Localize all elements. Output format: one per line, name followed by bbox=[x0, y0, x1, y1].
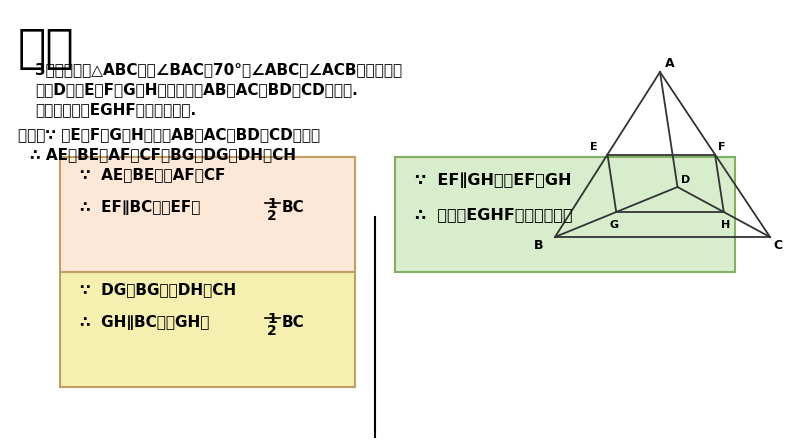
Text: 作业: 作业 bbox=[18, 27, 75, 72]
Bar bbox=[60, 157, 355, 272]
Text: A: A bbox=[665, 57, 675, 70]
Text: 交于D点，E、F、G、H分别是线段AB、AC、BD、CD的中点.: 交于D点，E、F、G、H分别是线段AB、AC、BD、CD的中点. bbox=[35, 82, 358, 97]
Text: B: B bbox=[534, 239, 543, 252]
Text: ∵  AE＝BE　　AF＝CF: ∵ AE＝BE AF＝CF bbox=[80, 167, 225, 182]
Text: E: E bbox=[590, 143, 598, 152]
Text: 证明：∵ 点E、F、G、H分别是AB、AC、BD、CD的中点: 证明：∵ 点E、F、G、H分别是AB、AC、BD、CD的中点 bbox=[18, 127, 320, 142]
Text: ∴  EF∥BC　　EF＝: ∴ EF∥BC EF＝ bbox=[80, 200, 200, 215]
Text: 1: 1 bbox=[267, 197, 277, 211]
Text: BC: BC bbox=[282, 315, 305, 330]
Text: 2: 2 bbox=[267, 324, 277, 338]
Text: ∴  GH∥BC　　GH＝: ∴ GH∥BC GH＝ bbox=[80, 315, 210, 330]
Text: F: F bbox=[718, 143, 726, 152]
Bar bbox=[395, 157, 735, 272]
Text: ∵  DG＝BG　　DH＝CH: ∵ DG＝BG DH＝CH bbox=[80, 282, 236, 297]
Text: 2: 2 bbox=[267, 209, 277, 223]
Text: 求证：四边形EGHF为平行四边形.: 求证：四边形EGHF为平行四边形. bbox=[35, 102, 196, 117]
Text: G: G bbox=[610, 220, 619, 230]
Text: ∵  EF∥GH　　EF＝GH: ∵ EF∥GH EF＝GH bbox=[415, 172, 572, 188]
Text: BC: BC bbox=[282, 200, 305, 215]
Text: C: C bbox=[773, 239, 782, 252]
Bar bbox=[60, 272, 355, 387]
Text: 3．如图，在△ABC中，∠BAC＝70°，∠ABC和∠ACB的角平分线: 3．如图，在△ABC中，∠BAC＝70°，∠ABC和∠ACB的角平分线 bbox=[35, 62, 402, 77]
Text: H: H bbox=[721, 220, 730, 230]
Text: ∴  四边形EGHF是平行四边形: ∴ 四边形EGHF是平行四边形 bbox=[415, 207, 572, 222]
Text: 1: 1 bbox=[267, 312, 277, 326]
Text: ∴ AE＝BE　AF＝CF　BG＝DG　DH＝CH: ∴ AE＝BE AF＝CF BG＝DG DH＝CH bbox=[30, 147, 296, 162]
Text: D: D bbox=[680, 175, 690, 185]
